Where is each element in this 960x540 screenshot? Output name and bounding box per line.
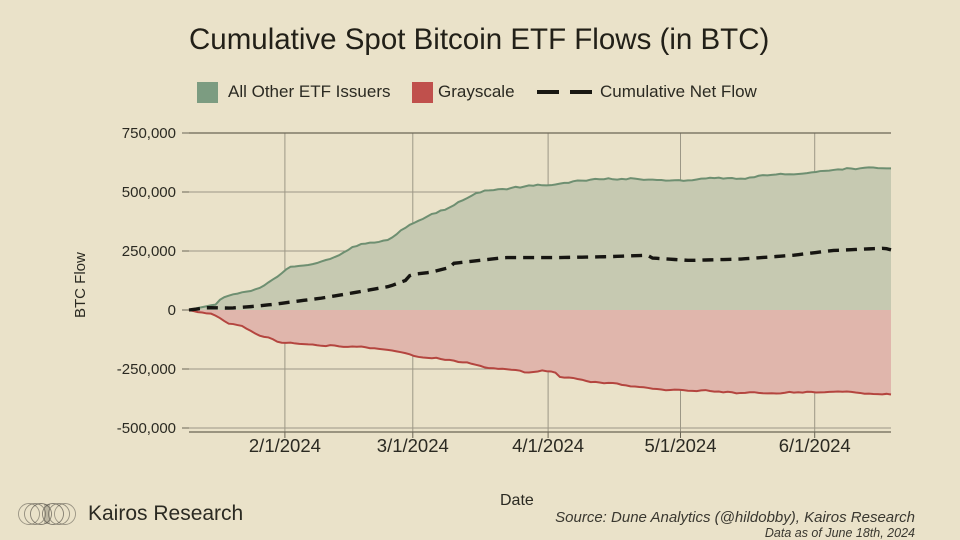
svg-text:5/1/2024: 5/1/2024 xyxy=(644,435,716,456)
svg-text:2/1/2024: 2/1/2024 xyxy=(249,435,321,456)
svg-text:3/1/2024: 3/1/2024 xyxy=(377,435,449,456)
svg-text:4/1/2024: 4/1/2024 xyxy=(512,435,584,456)
svg-text:6/1/2024: 6/1/2024 xyxy=(779,435,851,456)
svg-text:250,000: 250,000 xyxy=(122,243,176,260)
svg-text:-500,000: -500,000 xyxy=(117,420,176,437)
svg-text:500,000: 500,000 xyxy=(122,184,176,201)
svg-text:0: 0 xyxy=(168,302,176,319)
svg-text:-250,000: -250,000 xyxy=(117,361,176,378)
svg-text:750,000: 750,000 xyxy=(122,125,176,142)
